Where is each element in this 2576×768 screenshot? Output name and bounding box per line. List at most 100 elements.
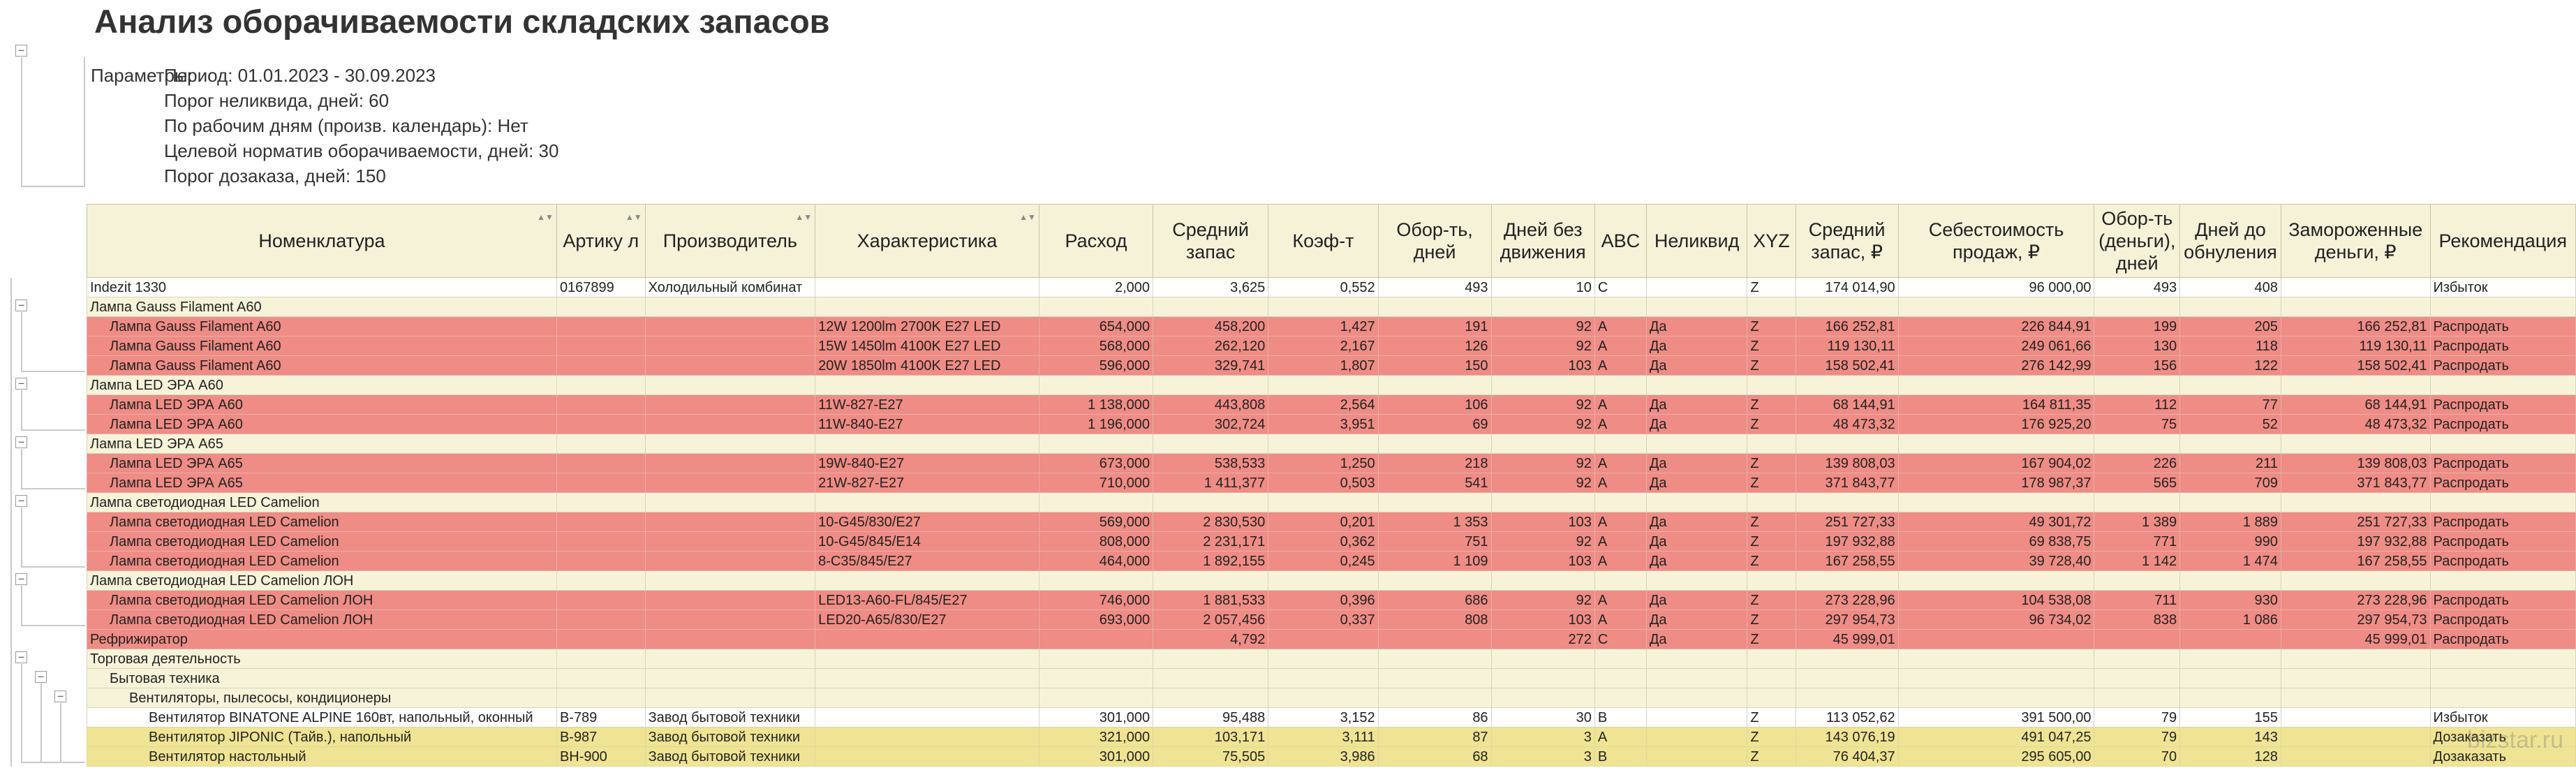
collapse-toggle-icon[interactable]: − [15, 45, 27, 57]
table-row[interactable]: Лампа Gauss Filament A60 20W 1850lm 4100K… [87, 355, 2576, 376]
row-turnover-days: 493 [1377, 277, 1492, 297]
table-row[interactable]: Лампа LED ЭРА A60 11W-827-E27 1 138,000 443… [87, 394, 2576, 415]
col-abc[interactable]: ABC [1594, 204, 1647, 278]
row-frozen-money: 158 502,41 [2280, 355, 2431, 376]
row-days-no-move: 92 [1490, 531, 1595, 552]
empty-cell [1490, 649, 1595, 669]
collapse-toggle-icon[interactable]: − [15, 300, 27, 311]
empty-cell [1490, 668, 1595, 688]
collapse-toggle-icon[interactable]: − [15, 378, 27, 390]
row-avg-stock-rub: 119 130,11 [1795, 336, 1899, 356]
row-abc: A [1594, 316, 1647, 337]
empty-cell [1153, 688, 1269, 708]
col-avg-stock-rub[interactable]: Средний запас, ₽ [1795, 204, 1899, 278]
report-title: Анализ оборачиваемости складских запасов [94, 3, 830, 40]
col-frozen-money[interactable]: Замороженные деньги, ₽ [2280, 204, 2431, 278]
row-characteristic: 11W-840-E27 [815, 414, 1039, 434]
row-characteristic: 19W-840-E27 [815, 453, 1039, 473]
row-xyz: Z [1747, 746, 1796, 767]
row-cost-of-sales: 104 538,08 [1897, 590, 2095, 610]
empty-cell [1153, 649, 1269, 669]
row-avg-stock-rub: 166 252,81 [1795, 316, 1899, 337]
row-recommendation: Распродать [2429, 610, 2576, 630]
col-characteristic[interactable]: Характеристика ▲▼ [815, 204, 1039, 278]
table-row[interactable]: Лампа светодиодная LED Camelion 8-C35/845… [87, 551, 2576, 571]
table-row[interactable]: Рефрижиратор 4,792 272 C Да Z 45 999,01 45 999,… [87, 629, 2576, 649]
row-name: Лампа светодиодная LED Camelion ЛОН [87, 590, 557, 610]
col-recommendation[interactable]: Рекомендация [2429, 204, 2576, 278]
table-row[interactable]: Лампа LED ЭРА A60 11W-840-E27 1 196,000 302… [87, 414, 2576, 434]
row-name: Лампа Gauss Filament A60 [87, 355, 557, 376]
row-frozen-money: 119 130,11 [2280, 336, 2431, 356]
row-characteristic: LED13-A60-FL/845/E27 [815, 590, 1039, 610]
group-row[interactable]: Лампа LED ЭРА A60 [87, 375, 2576, 395]
table-row[interactable]: Лампа светодиодная LED Camelion 10-G45/83… [87, 512, 2576, 532]
group-row[interactable]: Лампа Gauss Filament A60 [87, 297, 2576, 317]
collapse-toggle-icon[interactable]: − [15, 651, 27, 663]
col-avg-stock[interactable]: Средний запас [1153, 204, 1269, 278]
row-abc: A [1594, 512, 1647, 532]
row-coef: 2,564 [1268, 394, 1379, 415]
row-coef: 0,396 [1268, 590, 1379, 610]
col-consumption[interactable]: Расход [1038, 204, 1154, 278]
col-cost-of-sales[interactable]: Себестоимость продаж, ₽ [1897, 204, 2095, 278]
row-avg-stock-rub: 113 052,62 [1795, 707, 1899, 728]
row-turnover-days: 106 [1377, 394, 1492, 415]
empty-cell [1795, 434, 1899, 454]
row-cost-of-sales: 276 142,99 [1897, 355, 2095, 376]
table-row[interactable]: Лампа Gauss Filament A60 15W 1450lm 4100K… [87, 336, 2576, 356]
collapse-toggle-icon[interactable]: − [15, 573, 27, 585]
col-turnover-days[interactable]: Обор-ть, дней [1377, 204, 1492, 278]
empty-cell [644, 668, 816, 688]
col-nomenclature[interactable]: Номенклатура ▲▼ [87, 204, 557, 278]
col-manufacturer[interactable]: Производитель ▲▼ [644, 204, 816, 278]
table-row[interactable]: Лампа светодиодная LED Camelion ЛОН LED13… [87, 590, 2576, 610]
collapse-toggle-icon[interactable]: − [35, 671, 47, 683]
table-row[interactable]: Лампа LED ЭРА A65 21W-827-E27 710,000 1 411… [87, 473, 2576, 493]
group-row[interactable]: Лампа LED ЭРА A65 [87, 434, 2576, 454]
row-recommendation: Распродать [2429, 453, 2576, 473]
empty-cell [1594, 434, 1647, 454]
col-days-to-zero[interactable]: Дней до обнуления [2179, 204, 2281, 278]
table-row[interactable]: Лампа светодиодная LED Camelion ЛОН LED20… [87, 610, 2576, 630]
row-illiquid: Да [1645, 629, 1748, 649]
group-row[interactable]: Лампа светодиодная LED Camelion [87, 492, 2576, 512]
empty-cell [1594, 688, 1647, 708]
row-cost-of-sales: 491 047,25 [1897, 727, 2095, 747]
col-coef[interactable]: Коэф-т [1268, 204, 1379, 278]
empty-cell [2429, 434, 2576, 454]
row-cost-of-sales: 249 061,66 [1897, 336, 2095, 356]
col-article[interactable]: Артику л ▲▼ [556, 204, 646, 278]
row-illiquid: Да [1645, 610, 1748, 630]
row-recommendation: Распродать [2429, 590, 2576, 610]
row-frozen-money: 166 252,81 [2280, 316, 2431, 337]
table-row[interactable]: Вентилятор BINATONE ALPINE 160вт, наполь… [87, 707, 2576, 728]
empty-cell [1153, 570, 1269, 591]
row-turnover-days: 541 [1377, 473, 1492, 493]
col-xyz[interactable]: XYZ [1747, 204, 1796, 278]
empty-cell [1645, 375, 1748, 395]
row-recommendation: Дозаказать [2429, 746, 2576, 767]
table-row[interactable]: Лампа LED ЭРА A65 19W-840-E27 673,000 538,5… [87, 453, 2576, 473]
group-row[interactable]: Лампа светодиодная LED Camelion ЛОН [87, 570, 2576, 591]
empty-cell [815, 570, 1039, 591]
group-row[interactable]: Бытовая техника [87, 668, 2576, 688]
empty-cell [1897, 375, 2095, 395]
row-avg-stock: 4,792 [1153, 629, 1269, 649]
empty-cell [2179, 668, 2281, 688]
table-row[interactable]: Indezit 1330 0167899 Холодильный комбинат 2… [87, 277, 2576, 297]
collapse-toggle-icon[interactable]: − [54, 691, 66, 702]
table-row[interactable]: Вентилятор настольный BH-900 Завод бытовой… [87, 746, 2576, 767]
table-row[interactable]: Лампа светодиодная LED Camelion 10-G45/84… [87, 531, 2576, 552]
col-illiquid[interactable]: Неликвид [1645, 204, 1748, 278]
collapse-toggle-icon[interactable]: − [15, 436, 27, 448]
table-row[interactable]: Лампа Gauss Filament A60 12W 1200lm 2700K… [87, 316, 2576, 337]
empty-cell [556, 434, 646, 454]
col-days-no-move[interactable]: Дней без движения [1490, 204, 1595, 278]
table-row[interactable]: Вентилятор JIPONIC (Тайв.), напольный B-9… [87, 727, 2576, 747]
group-row[interactable]: Вентиляторы, пылесосы, кондиционеры [87, 688, 2576, 708]
group-row[interactable]: Торговая деятельность [87, 649, 2576, 669]
collapse-toggle-icon[interactable]: − [15, 495, 27, 507]
col-turnover-money[interactable]: Обор-ть (деньги), дней [2094, 204, 2181, 278]
empty-cell [1897, 570, 2095, 591]
